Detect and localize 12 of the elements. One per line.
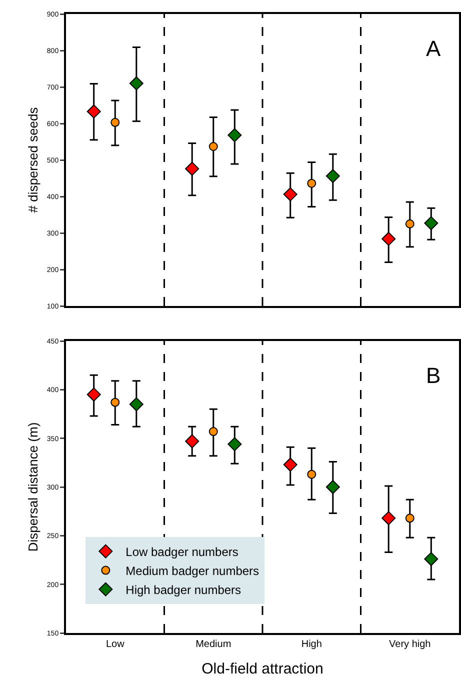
annotation: B [426, 363, 441, 388]
annotation: A [426, 36, 441, 61]
legend-label: Medium badger numbers [126, 564, 260, 578]
x-axis-title: Old-field attraction [202, 660, 324, 678]
x-tick-label: Low [106, 639, 126, 650]
x-tick-label: Medium [196, 639, 232, 650]
legend-label: High badger numbers [126, 582, 242, 597]
x-tick-label: Very high [389, 639, 431, 650]
y-axis-title: # dispersed seeds [25, 106, 40, 213]
y-axis-title: Dispersal distance (m) [25, 422, 40, 552]
x-tick-label: High [301, 639, 322, 650]
legend-label: Low badger numbers [126, 544, 238, 559]
